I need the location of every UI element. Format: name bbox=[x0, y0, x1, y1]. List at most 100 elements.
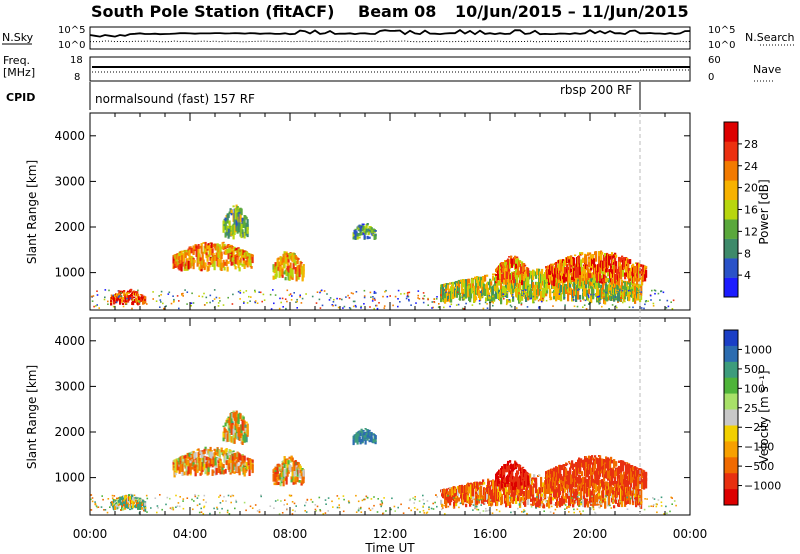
colorbar-tick-label: 500 bbox=[744, 363, 765, 376]
velocity-colorbar: 1000 500 100 25 −25 −100 −500 −1000 bbox=[723, 329, 781, 506]
nsearch-trace bbox=[90, 40, 691, 43]
colorbar-tick-label: 100 bbox=[744, 382, 765, 395]
echo-region bbox=[495, 460, 530, 490]
colorbar-tick-label: −1000 bbox=[744, 480, 781, 493]
cpid-segment-2: rbsp 200 RF bbox=[560, 83, 632, 97]
ytick-label: 2000 bbox=[54, 220, 85, 234]
nsearch-tick-high: 10^5 bbox=[708, 25, 735, 36]
colorbar-tick-label: 24 bbox=[744, 160, 758, 173]
nave-tick-high: 60 bbox=[708, 55, 721, 66]
nsky-panel bbox=[89, 26, 691, 50]
xtick-label: 00:00 bbox=[673, 527, 708, 541]
ytick-label: 4000 bbox=[54, 334, 85, 348]
colorbar-swatch bbox=[724, 473, 738, 490]
colorbar-tick-label: 16 bbox=[744, 204, 758, 217]
colorbar-swatch bbox=[724, 160, 738, 181]
colorbar-swatch bbox=[724, 219, 738, 239]
noise-dots bbox=[90, 494, 677, 515]
colorbar-swatch bbox=[724, 141, 738, 162]
beam-title: Beam 08 bbox=[358, 2, 436, 21]
colorbar-swatch bbox=[724, 409, 738, 426]
echo-region bbox=[352, 223, 377, 240]
cpid-segment-1: normalsound (fast) 157 RF bbox=[95, 92, 255, 106]
colorbar-tick-label: 25 bbox=[744, 402, 758, 415]
nsky-tick-high: 10^5 bbox=[58, 25, 85, 36]
colorbar-tick-label: 1000 bbox=[744, 343, 772, 356]
ytick-label: 2000 bbox=[54, 425, 85, 439]
colorbar-tick-label: 28 bbox=[744, 138, 758, 151]
colorbar-swatch bbox=[724, 330, 738, 347]
velocity-ylabel: Slant Range [km] bbox=[25, 365, 39, 469]
power-ylabel: Slant Range [km] bbox=[25, 160, 39, 264]
echo-region bbox=[352, 428, 377, 446]
echo-region bbox=[272, 251, 305, 282]
echo-region bbox=[272, 455, 305, 487]
colorbar-tick-label: 20 bbox=[744, 182, 758, 195]
colorbar-swatch bbox=[724, 377, 738, 394]
velocity-colorbar-label: Velocity [m s⁻¹] bbox=[757, 370, 771, 463]
freq-tick-low: 8 bbox=[74, 72, 80, 83]
colorbar-tick-label: −100 bbox=[744, 441, 774, 454]
ytick-label: 1000 bbox=[54, 471, 85, 485]
colorbar-tick-label: −500 bbox=[744, 460, 774, 473]
echo-region bbox=[110, 493, 147, 512]
freq-label-line1: Freq. bbox=[3, 54, 30, 67]
nave-label: Nave bbox=[753, 63, 781, 76]
colorbar-swatch bbox=[724, 345, 738, 363]
colorbar-swatch bbox=[724, 441, 738, 458]
power-echoes bbox=[90, 204, 675, 310]
freq-panel bbox=[89, 56, 691, 82]
xtick-label: 00:00 bbox=[73, 527, 108, 541]
xlabel: Time UT bbox=[364, 541, 415, 554]
colorbar-swatch bbox=[724, 258, 738, 278]
power-panel: 1000 2000 3000 4000 bbox=[54, 112, 691, 311]
colorbar-swatch bbox=[724, 277, 738, 298]
station-title: South Pole Station (fitACF) bbox=[91, 2, 334, 21]
xtick-label: 04:00 bbox=[173, 527, 208, 541]
ytick-label: 1000 bbox=[54, 266, 85, 280]
colorbar-tick-label: 12 bbox=[744, 225, 758, 238]
freq-label-line2: [MHz] bbox=[3, 66, 35, 79]
colorbar-swatch bbox=[724, 199, 738, 220]
colorbar-swatch bbox=[724, 238, 738, 259]
echo-region bbox=[172, 446, 254, 478]
nsearch-tick-low: 10^0 bbox=[708, 40, 735, 51]
colorbar-swatch bbox=[724, 361, 738, 378]
xtick-label: 20:00 bbox=[573, 527, 608, 541]
colorbar-swatch bbox=[724, 425, 738, 442]
colorbar-swatch bbox=[724, 122, 738, 142]
echo-region bbox=[545, 455, 648, 491]
colorbar-swatch bbox=[724, 457, 738, 474]
velocity-panel: 1000 2000 3000 4000 bbox=[54, 317, 691, 516]
colorbar-tick-label: 8 bbox=[744, 247, 751, 260]
ytick-label: 3000 bbox=[54, 379, 85, 393]
ytick-label: 4000 bbox=[54, 129, 85, 143]
ytick-label: 3000 bbox=[54, 174, 85, 188]
xtick-label: 16:00 bbox=[473, 527, 508, 541]
echo-region bbox=[222, 410, 249, 445]
colorbar-tick-label: −25 bbox=[744, 421, 767, 434]
nsearch-label: N.Search bbox=[745, 31, 795, 44]
cpid-label: CPID bbox=[6, 91, 35, 104]
power-colorbar: 4 8 12 16 20 24 28 bbox=[723, 121, 758, 298]
xtick-label: 08:00 bbox=[273, 527, 308, 541]
velocity-echoes bbox=[90, 410, 677, 515]
nsky-trace bbox=[89, 29, 691, 38]
power-colorbar-label: Power [dB] bbox=[757, 179, 771, 244]
colorbar-swatch bbox=[724, 489, 738, 506]
echo-region bbox=[545, 250, 648, 287]
echo-region bbox=[222, 204, 249, 240]
date-title: 10/Jun/2015 – 11/Jun/2015 bbox=[455, 2, 689, 21]
freq-tick-high: 18 bbox=[70, 55, 83, 66]
nsky-label: N.Sky bbox=[2, 31, 34, 44]
noise-dots bbox=[90, 289, 675, 310]
nsky-tick-low: 10^0 bbox=[58, 40, 85, 51]
echo-region bbox=[110, 288, 147, 306]
colorbar-swatch bbox=[724, 180, 738, 200]
xtick-label: 12:00 bbox=[373, 527, 408, 541]
echo-region bbox=[495, 255, 530, 286]
nave-tick-low: 0 bbox=[708, 72, 714, 83]
echo-region bbox=[172, 241, 254, 272]
colorbar-tick-label: 4 bbox=[744, 269, 751, 282]
